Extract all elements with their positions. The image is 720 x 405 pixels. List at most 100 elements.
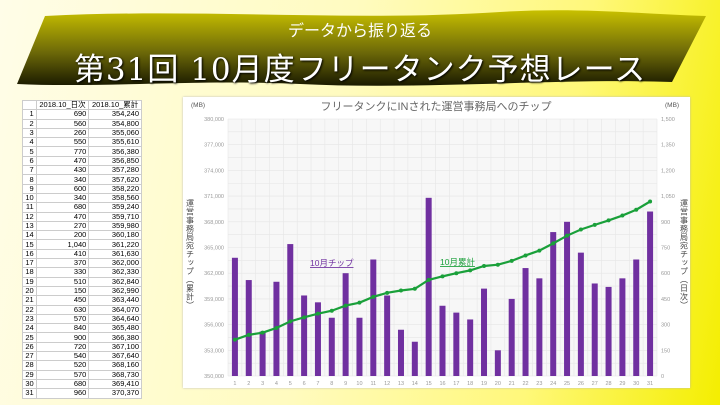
x-tick-label: 5 (289, 381, 292, 387)
table-row: 21 450 363,440 (22, 295, 142, 306)
table-cell: 364,640 (88, 313, 142, 325)
x-tick-label: 13 (398, 381, 404, 387)
table-cell: 354,800 (88, 118, 142, 129)
table-row: 28 520 368,160 (22, 360, 142, 371)
table-row: 29 570 368,730 (22, 369, 142, 380)
bar-day-25 (564, 221, 571, 376)
table-cell: 340 (35, 174, 90, 185)
left-axis-unit: (MB) (191, 102, 205, 109)
table-row: 31 960 370,370 (22, 388, 142, 399)
table-row: 14 200 360,180 (22, 230, 142, 241)
table-cell: 550 (35, 137, 90, 148)
x-tick-label: 19 (481, 381, 487, 387)
table-row: 8 340 357,620 (22, 174, 142, 185)
left-tick-label: 362,000 (204, 271, 224, 277)
table-cell: 360,180 (88, 230, 142, 241)
table-cell: 28 (22, 360, 37, 371)
table-cell: 26 (22, 341, 37, 353)
x-tick-label: 29 (619, 381, 625, 387)
table-cell: 370 (35, 258, 90, 269)
banner-subtitle: データから振り返る (287, 21, 432, 40)
table-row: 15 1,040 361,220 (22, 239, 142, 250)
cumulative-point-day-19 (482, 264, 487, 269)
table-cell: 6 (22, 155, 37, 167)
left-tick-label: 365,000 (204, 246, 224, 252)
table-row: 4 550 355,610 (22, 137, 142, 148)
table-cell: 362,330 (88, 267, 142, 278)
bar-day-9 (342, 273, 349, 376)
table-cell: 770 (35, 146, 90, 157)
cumulative-point-day-20 (495, 262, 500, 267)
left-axis-label: 運営事務局宛チップ（累計） (186, 199, 195, 310)
table-cell: 367,640 (88, 350, 142, 362)
table-row: 23 570 364,640 (22, 313, 142, 325)
bar-day-22 (522, 268, 529, 376)
right-tick-label: 1,500 (661, 117, 675, 123)
bar-day-26 (577, 252, 584, 376)
x-tick-label: 30 (633, 381, 639, 387)
bar-day-21 (508, 298, 515, 376)
table-row: 9 600 358,220 (22, 183, 142, 194)
left-tick-label: 380,000 (204, 117, 224, 123)
bar-day-5 (287, 244, 294, 376)
table-cell: 9 (22, 183, 37, 194)
table-cell: 1,040 (35, 239, 90, 250)
table-row: 18 330 362,330 (22, 267, 142, 278)
table-row: 22 630 364,070 (22, 304, 142, 315)
bar-day-19 (481, 288, 488, 376)
table-cell: 7 (22, 165, 37, 176)
right-tick-label: 750 (661, 246, 670, 252)
right-tick-label: 450 (661, 297, 670, 303)
cumulative-point-day-4 (274, 325, 279, 330)
table-row: 19 510 362,840 (22, 276, 142, 287)
bar-day-31 (647, 211, 654, 376)
table-row: 10 340 358,560 (22, 192, 142, 204)
cumulative-point-day-25 (565, 233, 570, 238)
table-cell: 8 (22, 174, 37, 185)
bar-day-10 (356, 317, 363, 376)
data-table: 2018.10_日次 2018.10_累計 1 690 354,240 2 560 354,… (22, 99, 142, 399)
table-cell: 362,990 (88, 285, 142, 297)
column-header: 2018.10_累計 (88, 99, 142, 111)
bar-day-6 (301, 295, 308, 376)
cumulative-point-day-3 (260, 330, 265, 335)
table-cell: 354,240 (88, 109, 142, 120)
table-cell: 560 (35, 118, 90, 129)
table-body: 1 690 354,240 2 560 354,800 3 260 355,060 4 550 355… (22, 109, 142, 399)
bar-day-13 (397, 329, 404, 376)
table-cell: 369,410 (88, 378, 142, 390)
cumulative-point-day-28 (606, 218, 611, 223)
cumulative-point-day-16 (440, 274, 445, 279)
table-cell: 4 (22, 137, 37, 148)
table-row: 5 770 356,380 (22, 146, 142, 157)
x-tick-label: 9 (344, 381, 347, 387)
cumulative-point-day-23 (537, 248, 542, 253)
left-tick-label: 350,000 (204, 374, 224, 380)
table-cell: 630 (35, 304, 90, 315)
x-tick-label: 7 (316, 381, 319, 387)
bar-day-24 (550, 232, 557, 376)
bar-day-11 (370, 259, 377, 376)
table-cell: 150 (35, 285, 90, 297)
table-cell: 450 (35, 295, 90, 306)
right-tick-label: 1,200 (661, 168, 675, 174)
table-cell: 25 (22, 332, 37, 343)
column-header (22, 99, 37, 111)
left-tick-label: 374,000 (204, 168, 224, 174)
combo-chart: フリータンクにINされた運営事務局へのチップ(MB) (MB)350,000353… (186, 99, 689, 387)
table-cell: 15 (22, 239, 37, 250)
x-tick-label: 23 (536, 381, 542, 387)
cumulative-point-day-15 (426, 277, 431, 282)
table-cell: 359,710 (88, 211, 142, 222)
bar-day-30 (633, 259, 640, 376)
cumulative-point-day-31 (648, 199, 653, 204)
x-tick-label: 25 (564, 381, 570, 387)
x-tick-label: 15 (426, 381, 432, 387)
x-tick-label: 14 (412, 381, 418, 387)
bar-day-27 (591, 283, 598, 376)
table-cell: 31 (22, 388, 37, 399)
cumulative-point-day-14 (412, 286, 417, 291)
table-cell: 368,160 (88, 360, 142, 371)
table-cell: 270 (35, 220, 90, 232)
x-tick-label: 10 (356, 381, 362, 387)
